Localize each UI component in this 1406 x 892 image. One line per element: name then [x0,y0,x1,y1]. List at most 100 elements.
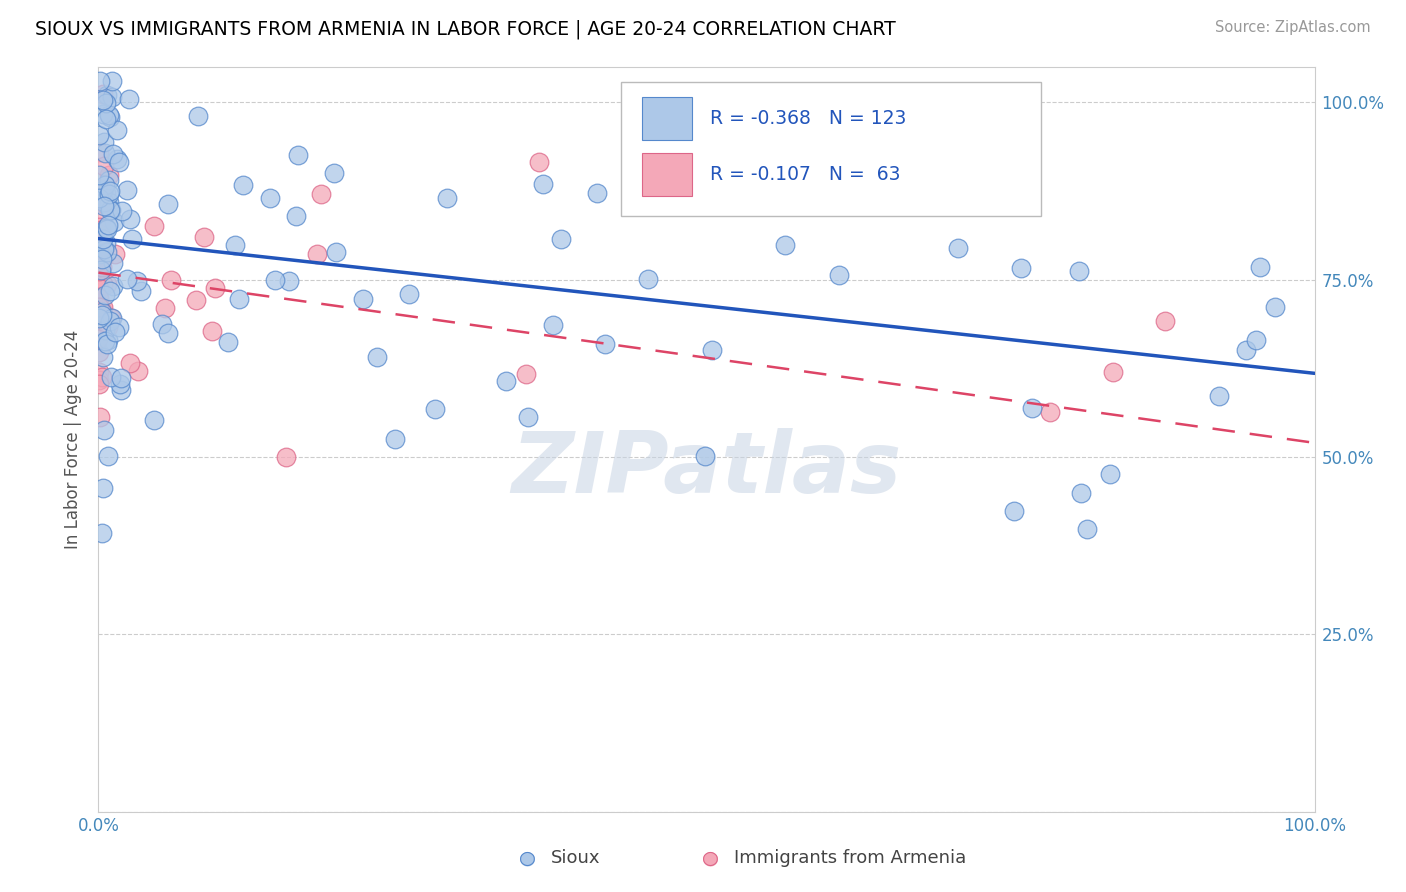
Point [529,154,551,169]
Point [94,95,117,110]
Point [94,112,117,127]
Point [1069,263,1091,277]
Point [946,241,969,255]
Point [108,154,131,169]
Point [586,186,609,200]
Point [1249,260,1271,274]
Point [1244,333,1267,347]
FancyBboxPatch shape [643,96,692,140]
Point [103,278,125,293]
Point [228,292,250,306]
Point [100,74,122,88]
Point [90,370,112,384]
Point [702,343,724,357]
Point [89,190,111,204]
Point [91,107,114,121]
FancyBboxPatch shape [643,153,692,195]
Point [193,230,215,244]
Point [89,263,111,277]
Point [118,212,141,227]
Point [224,237,246,252]
Point [127,364,149,378]
Point [98,314,121,328]
Point [91,301,114,315]
Point [90,223,112,237]
Text: ●: ● [519,848,536,868]
Point [89,365,111,379]
Point [89,310,111,325]
Point [111,203,134,218]
Point [91,211,114,225]
Point [89,233,111,247]
Point [832,166,855,180]
Point [93,242,115,256]
Point [90,260,112,274]
Point [1010,260,1032,275]
Point [89,191,111,205]
Point [91,183,114,197]
Point [98,108,121,122]
Y-axis label: In Labor Force | Age 20-24: In Labor Force | Age 20-24 [65,330,83,549]
Point [94,197,117,211]
Text: SIOUX VS IMMIGRANTS FROM ARMENIA IN LABOR FORCE | AGE 20-24 CORRELATION CHART: SIOUX VS IMMIGRANTS FROM ARMENIA IN LABO… [35,20,896,39]
Point [1076,522,1098,536]
Point [398,287,420,301]
Point [436,191,458,205]
Point [1101,365,1123,379]
Point [516,409,538,424]
Point [96,87,118,102]
Point [89,409,111,424]
Point [322,166,344,180]
Point [101,89,124,103]
Point [543,318,565,333]
Point [125,274,148,288]
Point [87,332,110,346]
Point [100,310,122,325]
Point [91,309,114,323]
Point [96,277,118,291]
Point [89,184,111,198]
Text: ○: ○ [702,848,718,868]
Point [118,93,141,107]
Text: Source: ZipAtlas.com: Source: ZipAtlas.com [1215,20,1371,35]
Point [96,222,118,236]
Point [90,243,112,257]
Point [93,250,115,264]
Point [89,260,111,274]
Point [217,334,239,349]
Point [87,290,110,304]
Point [100,203,122,218]
Point [89,74,111,88]
Point [97,219,120,233]
Point [93,136,115,150]
Point [97,200,120,214]
Point [115,272,138,286]
Point [96,244,118,259]
Point [201,325,224,339]
Text: Sioux: Sioux [551,849,600,867]
Point [93,87,115,102]
Point [287,147,309,161]
Point [97,195,120,210]
Point [121,232,143,246]
Point [87,128,110,143]
Point [153,301,176,315]
Point [94,322,117,336]
Point [93,194,115,209]
Point [87,168,110,182]
Point [425,401,447,416]
Point [104,325,127,339]
Point [1002,504,1025,518]
Text: ●: ● [702,848,718,868]
Point [775,238,797,252]
Point [285,209,308,223]
Point [91,305,114,319]
Point [94,186,117,200]
Point [91,232,114,246]
Point [1208,389,1230,403]
Point [91,252,114,267]
Point [108,376,131,391]
Text: Immigrants from Armenia: Immigrants from Armenia [734,849,966,867]
Point [98,184,121,198]
Point [693,449,716,463]
